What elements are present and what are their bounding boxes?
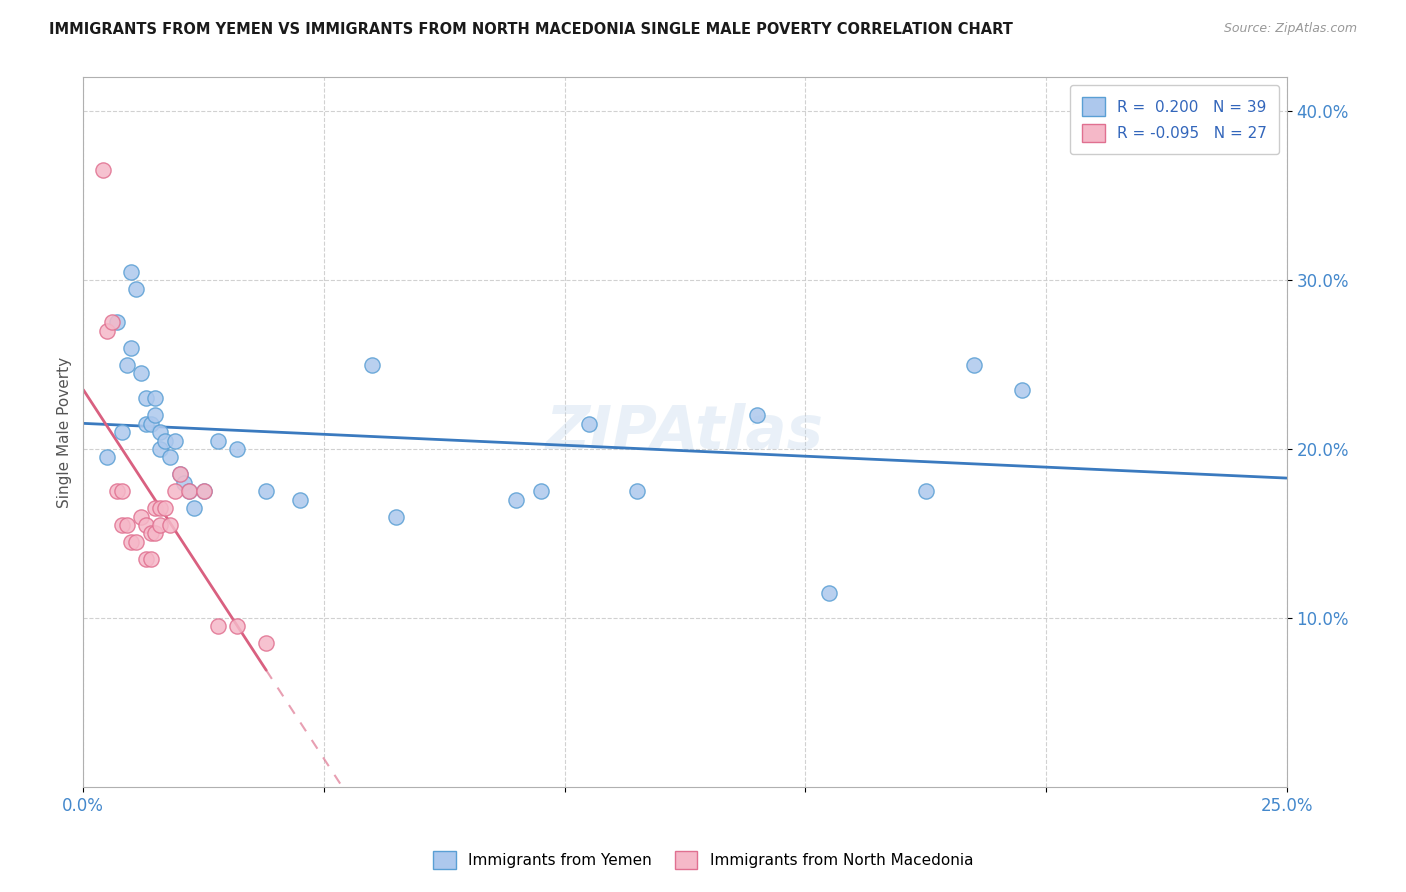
Y-axis label: Single Male Poverty: Single Male Poverty	[58, 357, 72, 508]
Point	[159, 450, 181, 465]
Point	[153, 501, 176, 516]
Point	[145, 409, 167, 423]
Point	[129, 366, 152, 380]
Point	[963, 358, 986, 372]
Point	[1011, 383, 1033, 397]
Point	[105, 484, 128, 499]
Point	[163, 434, 186, 448]
Point	[139, 551, 162, 566]
Point	[193, 484, 215, 499]
Point	[125, 535, 148, 549]
Point	[149, 442, 172, 456]
Point	[179, 484, 201, 499]
Point	[135, 518, 157, 533]
Point	[111, 484, 134, 499]
Point	[226, 619, 249, 633]
Point	[254, 484, 277, 499]
Point	[145, 526, 167, 541]
Point	[818, 585, 841, 599]
Point	[149, 501, 172, 516]
Legend: R =  0.200   N = 39, R = -0.095   N = 27: R = 0.200 N = 39, R = -0.095 N = 27	[1070, 85, 1279, 154]
Point	[169, 467, 191, 482]
Point	[120, 535, 142, 549]
Point	[914, 484, 936, 499]
Point	[139, 526, 162, 541]
Point	[96, 324, 118, 338]
Point	[193, 484, 215, 499]
Point	[207, 619, 229, 633]
Point	[105, 315, 128, 329]
Point	[111, 518, 134, 533]
Point	[385, 509, 408, 524]
Point	[135, 417, 157, 431]
Point	[115, 358, 138, 372]
Point	[226, 442, 249, 456]
Point	[153, 434, 176, 448]
Point	[529, 484, 551, 499]
Point	[159, 518, 181, 533]
Point	[149, 425, 172, 439]
Point	[139, 417, 162, 431]
Point	[173, 475, 195, 490]
Point	[179, 484, 201, 499]
Point	[111, 425, 134, 439]
Point	[207, 434, 229, 448]
Point	[135, 392, 157, 406]
Text: ZIPAtlas: ZIPAtlas	[546, 402, 824, 462]
Point	[96, 450, 118, 465]
Point	[361, 358, 384, 372]
Point	[101, 315, 124, 329]
Point	[115, 518, 138, 533]
Point	[145, 392, 167, 406]
Point	[169, 467, 191, 482]
Point	[135, 551, 157, 566]
Point	[183, 501, 205, 516]
Point	[91, 163, 114, 178]
Point	[125, 282, 148, 296]
Point	[149, 518, 172, 533]
Text: IMMIGRANTS FROM YEMEN VS IMMIGRANTS FROM NORTH MACEDONIA SINGLE MALE POVERTY COR: IMMIGRANTS FROM YEMEN VS IMMIGRANTS FROM…	[49, 22, 1014, 37]
Point	[254, 636, 277, 650]
Text: Source: ZipAtlas.com: Source: ZipAtlas.com	[1223, 22, 1357, 36]
Point	[626, 484, 648, 499]
Point	[747, 409, 769, 423]
Point	[129, 509, 152, 524]
Point	[288, 492, 311, 507]
Point	[163, 484, 186, 499]
Point	[120, 265, 142, 279]
Point	[120, 341, 142, 355]
Point	[145, 501, 167, 516]
Point	[578, 417, 600, 431]
Legend: Immigrants from Yemen, Immigrants from North Macedonia: Immigrants from Yemen, Immigrants from N…	[426, 845, 980, 875]
Point	[505, 492, 527, 507]
